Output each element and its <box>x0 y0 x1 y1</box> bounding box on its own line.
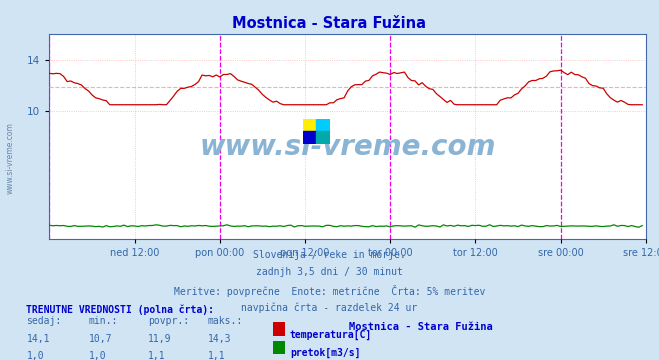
Text: Meritve: povprečne  Enote: metrične  Črta: 5% meritev: Meritve: povprečne Enote: metrične Črta:… <box>174 285 485 297</box>
Text: Mostnica - Stara Fužina: Mostnica - Stara Fužina <box>349 321 493 332</box>
Text: 1,1: 1,1 <box>148 351 166 360</box>
Bar <box>303 131 316 144</box>
Text: www.si-vreme.com: www.si-vreme.com <box>200 133 496 161</box>
Text: Mostnica - Stara Fužina: Mostnica - Stara Fužina <box>233 16 426 31</box>
Text: 14,1: 14,1 <box>26 334 50 344</box>
Text: 11,9: 11,9 <box>148 334 172 344</box>
Bar <box>316 119 330 131</box>
Bar <box>316 131 330 144</box>
Text: Slovenija / reke in morje.: Slovenija / reke in morje. <box>253 250 406 260</box>
Text: sedaj:: sedaj: <box>26 316 61 327</box>
Text: povpr.:: povpr.: <box>148 316 189 327</box>
Bar <box>303 119 316 131</box>
Text: 1,1: 1,1 <box>208 351 225 360</box>
Text: TRENUTNE VREDNOSTI (polna črta):: TRENUTNE VREDNOSTI (polna črta): <box>26 304 214 315</box>
Text: 1,0: 1,0 <box>89 351 107 360</box>
Text: min.:: min.: <box>89 316 119 327</box>
Text: pretok[m3/s]: pretok[m3/s] <box>290 347 360 358</box>
Text: maks.:: maks.: <box>208 316 243 327</box>
Text: www.si-vreme.com: www.si-vreme.com <box>5 122 14 194</box>
Text: 10,7: 10,7 <box>89 334 113 344</box>
Text: zadnjh 3,5 dni / 30 minut: zadnjh 3,5 dni / 30 minut <box>256 267 403 278</box>
Text: 14,3: 14,3 <box>208 334 231 344</box>
Text: temperatura[C]: temperatura[C] <box>290 330 372 341</box>
Text: 1,0: 1,0 <box>26 351 44 360</box>
Text: navpična črta - razdelek 24 ur: navpična črta - razdelek 24 ur <box>241 302 418 312</box>
